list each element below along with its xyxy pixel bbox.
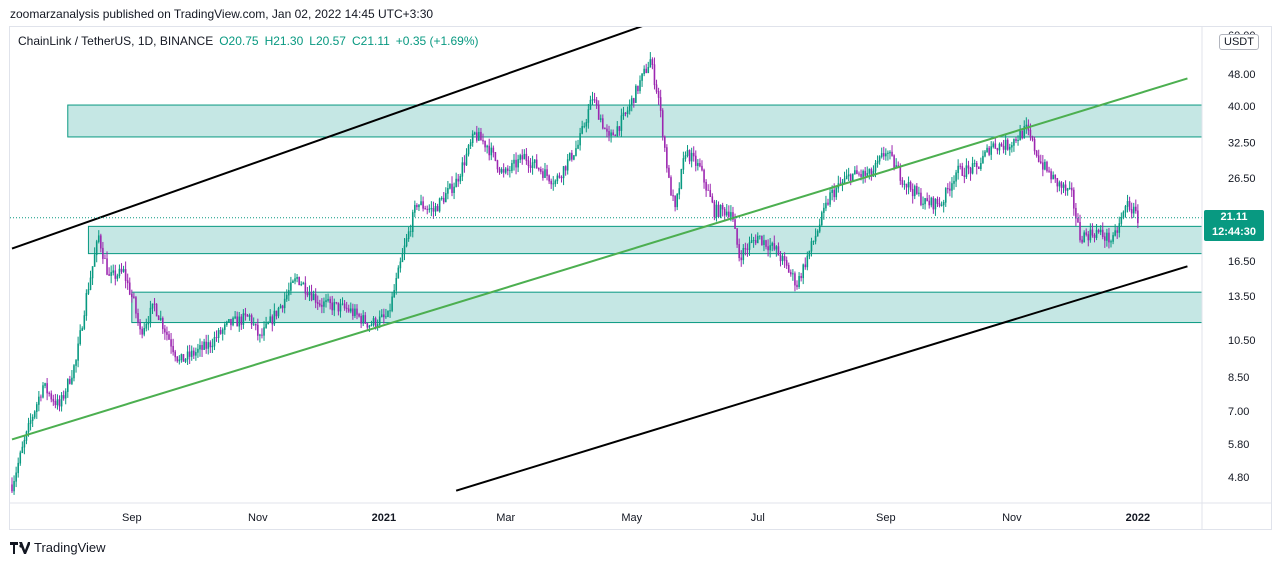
footer-brand[interactable]: TradingView bbox=[10, 540, 106, 555]
high-value: H21.30 bbox=[264, 34, 304, 48]
price-tick-label: 10.50 bbox=[1228, 335, 1256, 347]
trendlines bbox=[11, 1, 1188, 492]
price-tick-label: 8.50 bbox=[1228, 372, 1249, 384]
price-tick-label: 40.00 bbox=[1228, 101, 1256, 113]
price-zone-1[interactable] bbox=[67, 104, 1203, 138]
price-axis: 4.80 5.80 7.00 8.50 10.50 13.50 16.50 26.50 32.5… bbox=[1228, 30, 1256, 484]
low-value: L20.57 bbox=[309, 34, 346, 48]
time-tick-label: Nov bbox=[1002, 512, 1022, 524]
footer-brand-label: TradingView bbox=[34, 540, 106, 555]
bar-countdown: 12:44:30 bbox=[1211, 226, 1257, 238]
trendline-1[interactable] bbox=[11, 1, 714, 250]
chart-frame bbox=[9, 26, 1272, 530]
time-tick-label: Nov bbox=[248, 512, 268, 524]
open-value: O20.75 bbox=[219, 34, 259, 48]
candlestick-series bbox=[11, 52, 1139, 495]
price-tick-label: 5.80 bbox=[1228, 439, 1249, 451]
last-price-tag: 21.11 12:44:30 bbox=[1204, 210, 1264, 241]
close-value: C21.11 bbox=[351, 34, 390, 48]
time-tick-label: Jul bbox=[751, 512, 765, 524]
tradingview-logo-icon bbox=[10, 541, 30, 554]
time-axis: Sep Nov 2021 Mar May Jul Sep Nov 2022 bbox=[122, 512, 1150, 524]
price-tick-label: 13.50 bbox=[1228, 291, 1256, 303]
publisher-caption: zoomarzanalysis published on TradingView… bbox=[10, 7, 434, 21]
price-zone-3[interactable] bbox=[131, 291, 1203, 324]
time-tick-label: Sep bbox=[122, 512, 142, 524]
currency-badge[interactable]: USDT bbox=[1219, 34, 1259, 50]
price-tick-label: 4.80 bbox=[1228, 472, 1249, 484]
price-zone-2[interactable] bbox=[87, 225, 1203, 255]
time-tick-label: May bbox=[621, 512, 642, 524]
price-tick-label: 7.00 bbox=[1228, 406, 1249, 418]
last-price-value: 21.11 bbox=[1220, 211, 1248, 223]
time-tick-label: 2021 bbox=[372, 512, 396, 524]
price-tick-label: 16.50 bbox=[1228, 256, 1256, 268]
time-tick-label: Mar bbox=[496, 512, 515, 524]
trendline-3[interactable] bbox=[11, 77, 1188, 441]
support-resistance-zones bbox=[67, 104, 1203, 324]
time-tick-label: 2022 bbox=[1126, 512, 1150, 524]
change-value: +0.35 (+1.69%) bbox=[395, 34, 479, 48]
price-tick-label: 48.00 bbox=[1228, 69, 1256, 81]
symbol-label: ChainLink / TetherUS, 1D, BINANCE bbox=[18, 34, 214, 48]
price-tick-label: 32.50 bbox=[1228, 137, 1256, 149]
trendline-2[interactable] bbox=[455, 265, 1188, 492]
symbol-legend: ChainLink / TetherUS, 1D, BINANCE O20.75… bbox=[18, 34, 479, 48]
price-tick-label: 26.50 bbox=[1228, 173, 1256, 185]
time-tick-label: Sep bbox=[876, 512, 896, 524]
